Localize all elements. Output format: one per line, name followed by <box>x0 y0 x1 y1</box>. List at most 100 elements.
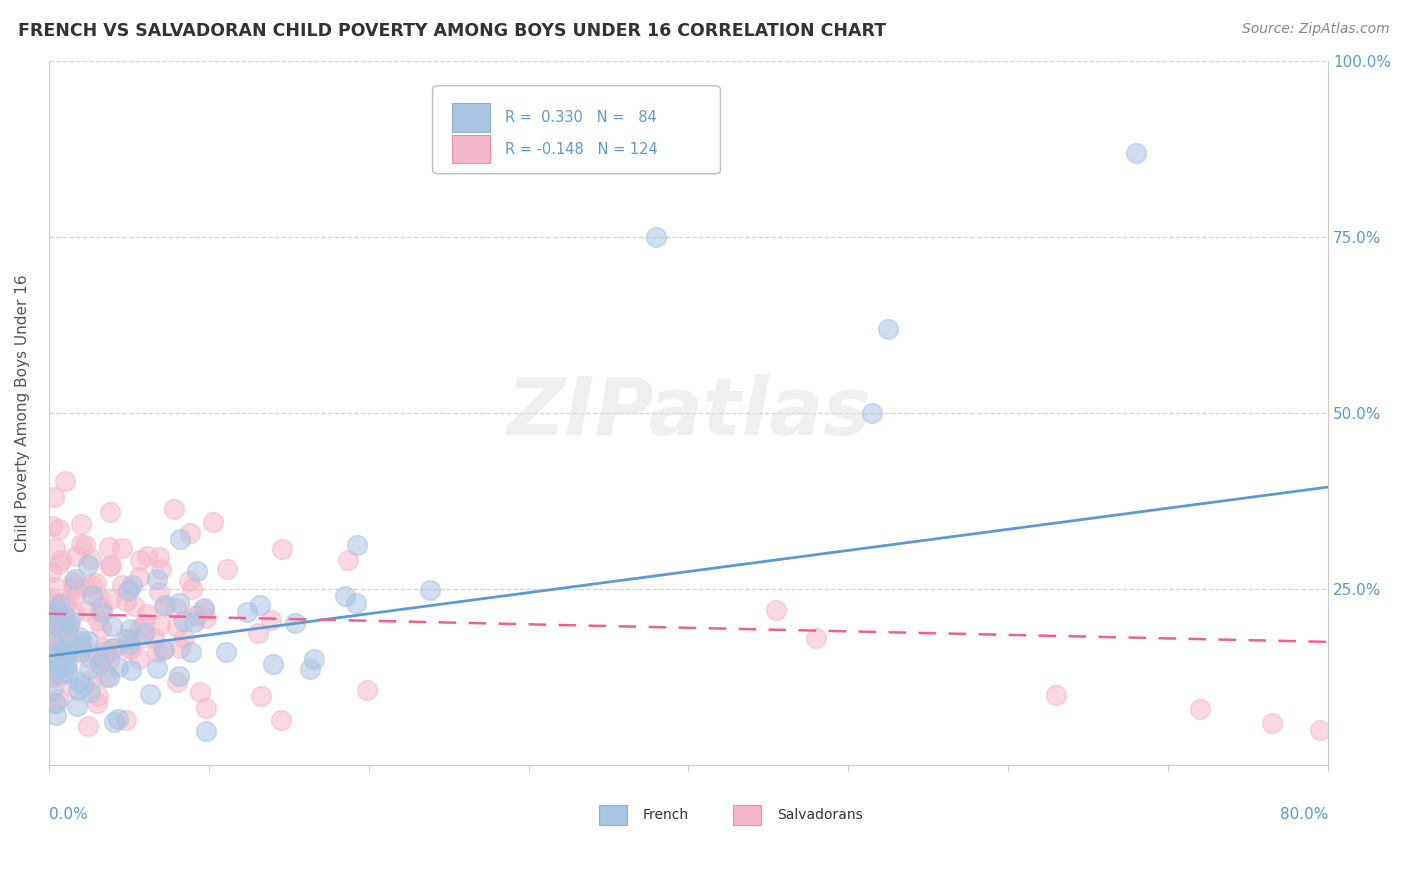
Text: Salvadorans: Salvadorans <box>776 808 862 822</box>
Point <box>46 691 69 706</box>
Point <box>42 634 65 648</box>
Point <box>73 538 96 552</box>
Point <box>51 636 73 650</box>
Point <box>117 632 139 647</box>
Point <box>115 713 138 727</box>
Point <box>53 659 76 673</box>
Point <box>55 595 77 609</box>
Point <box>94 644 117 658</box>
Point <box>70 633 93 648</box>
Point <box>46 657 69 671</box>
Point <box>63 581 86 595</box>
Point <box>118 637 141 651</box>
Point <box>236 605 259 619</box>
Point <box>51 624 73 638</box>
Point <box>58 619 80 633</box>
Point <box>195 611 218 625</box>
Point <box>48 643 70 657</box>
Point <box>62 606 84 620</box>
Point <box>76 604 98 618</box>
Point <box>100 592 122 607</box>
Point <box>86 696 108 710</box>
Point <box>186 608 208 623</box>
Point <box>89 657 111 671</box>
Point <box>63 572 86 586</box>
Point <box>260 613 283 627</box>
Point <box>44 541 66 556</box>
Text: French: French <box>643 808 689 822</box>
Point <box>131 631 153 645</box>
Point <box>217 562 239 576</box>
Point <box>100 559 122 574</box>
Point <box>169 532 191 546</box>
Point <box>79 651 101 665</box>
Point <box>129 622 152 636</box>
Point <box>186 608 208 623</box>
Point <box>115 584 138 599</box>
Point <box>270 541 292 556</box>
Point <box>90 654 112 668</box>
Point <box>262 657 284 672</box>
Point <box>118 642 141 657</box>
Point <box>103 641 125 656</box>
Point <box>270 713 292 727</box>
Point <box>107 712 129 726</box>
Point <box>132 617 155 632</box>
Point <box>195 701 218 715</box>
Text: R =  0.330   N =   84: R = 0.330 N = 84 <box>506 110 657 125</box>
Point <box>193 603 215 617</box>
Point <box>44 663 66 677</box>
Point <box>39 591 62 606</box>
Point <box>80 588 103 602</box>
Point <box>284 615 307 630</box>
Point <box>67 630 90 644</box>
Point <box>80 552 103 566</box>
Point <box>80 578 103 592</box>
Point <box>69 643 91 657</box>
Text: ZIPatlas: ZIPatlas <box>506 374 870 452</box>
Point <box>42 697 65 711</box>
Point <box>201 515 224 529</box>
Point <box>148 585 170 599</box>
Point <box>107 659 129 673</box>
Point <box>120 663 142 677</box>
Point <box>806 632 828 646</box>
Point <box>152 599 174 613</box>
Point <box>72 678 94 692</box>
Point <box>44 580 66 594</box>
Point <box>645 230 668 244</box>
Point <box>42 668 65 682</box>
Point <box>346 537 368 551</box>
Point <box>56 624 79 639</box>
Point <box>42 490 65 504</box>
Point <box>91 640 114 655</box>
Point <box>96 670 118 684</box>
Point <box>45 707 67 722</box>
Point <box>98 540 121 554</box>
Point <box>114 593 136 607</box>
Point <box>45 640 67 654</box>
Point <box>180 645 202 659</box>
Point <box>142 632 165 646</box>
Point <box>55 642 77 657</box>
Point <box>90 600 112 615</box>
Point <box>1125 145 1147 160</box>
Point <box>193 600 215 615</box>
Point <box>135 607 157 621</box>
Point <box>765 603 787 617</box>
Point <box>49 621 72 635</box>
Point <box>214 645 236 659</box>
Point <box>145 661 167 675</box>
Y-axis label: Child Poverty Among Boys Under 16: Child Poverty Among Boys Under 16 <box>15 275 30 552</box>
Point <box>76 718 98 732</box>
Point <box>860 406 883 420</box>
Point <box>42 611 65 625</box>
Point <box>419 583 441 598</box>
Bar <box>451 103 491 131</box>
Point <box>77 662 100 676</box>
Point <box>98 505 121 519</box>
Point <box>42 670 65 684</box>
Point <box>249 599 271 613</box>
Point <box>356 682 378 697</box>
Point <box>98 653 121 667</box>
